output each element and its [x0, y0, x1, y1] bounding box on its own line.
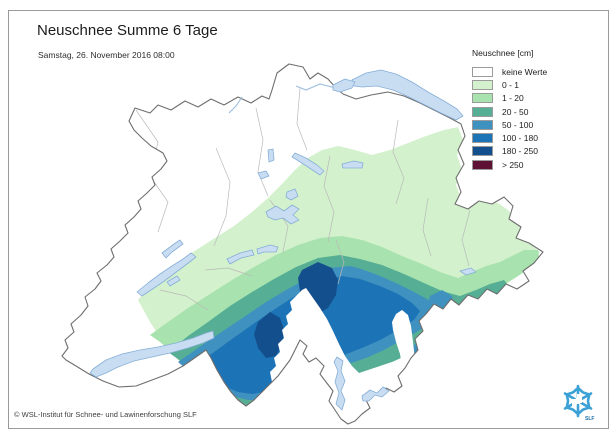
lake-brienz	[256, 244, 279, 255]
legend-label: 1 - 20	[502, 93, 524, 104]
legend-items: keine Werte 0 - 1 1 - 20 20 - 50 50 - 100 100…	[472, 65, 602, 171]
legend-label: 0 - 1	[502, 79, 520, 90]
legend-label: 180 - 250	[502, 146, 538, 157]
legend-label: 20 - 50	[502, 106, 529, 117]
lake-neuchatel	[136, 252, 197, 297]
legend-label: 100 - 180	[502, 133, 538, 144]
logo-text: SLF	[585, 416, 594, 422]
legend-label: > 250	[502, 159, 524, 170]
lake-constance	[351, 69, 464, 121]
lake-zurich	[291, 152, 325, 176]
logo-cross-cutout	[572, 394, 582, 407]
lake-sils	[459, 267, 477, 276]
legend-swatch	[472, 146, 493, 157]
legend-label: 50 - 100	[502, 119, 534, 130]
lake-hallwil	[267, 148, 275, 163]
lake-murten	[166, 275, 181, 287]
legend-swatch	[472, 93, 493, 104]
legend-item: 1 - 20	[472, 92, 602, 105]
lake-lugano	[361, 386, 390, 402]
lake-maggiore	[333, 356, 346, 411]
lake-lucerne	[265, 204, 300, 225]
copyright-text: © WSL-Institut für Schnee- und Lawinenfo…	[14, 410, 197, 419]
date-label: Samstag, 26. November 2016 08:00	[38, 50, 175, 60]
snowflake-icon	[563, 384, 593, 418]
lake-constance-untersee	[332, 78, 356, 93]
legend-item: 20 - 50	[472, 105, 602, 118]
legend-item: 100 - 180	[472, 131, 602, 144]
lake-geneva	[89, 330, 215, 378]
lake-biel	[161, 239, 184, 259]
legend-title: Neuschnee [cm]	[472, 48, 534, 58]
lake-thun	[226, 249, 255, 265]
legend-swatch	[472, 119, 493, 130]
legend-swatch	[472, 79, 493, 90]
lakes	[89, 69, 477, 411]
legend-swatch	[472, 133, 493, 144]
slf-logo: SLF	[563, 384, 594, 422]
legend-item: 0 - 1	[472, 78, 602, 91]
legend-swatch	[472, 106, 493, 117]
lake-sempach	[257, 170, 270, 180]
legend-swatch	[472, 159, 493, 170]
legend: Neuschnee [cm] keine Werte 0 - 1 1 - 20 20 …	[472, 48, 602, 171]
page-title: Neuschnee Summe 6 Tage	[37, 22, 218, 39]
legend-swatch	[472, 66, 493, 77]
legend-item: 50 - 100	[472, 118, 602, 131]
lake-walen	[341, 160, 364, 169]
legend-item: keine Werte	[472, 65, 602, 78]
snow-band-180-250-b	[254, 312, 284, 358]
lake-zug	[285, 188, 299, 201]
legend-label: keine Werte	[502, 66, 548, 77]
legend-item: > 250	[472, 158, 602, 171]
legend-item: 180 - 250	[472, 145, 602, 158]
